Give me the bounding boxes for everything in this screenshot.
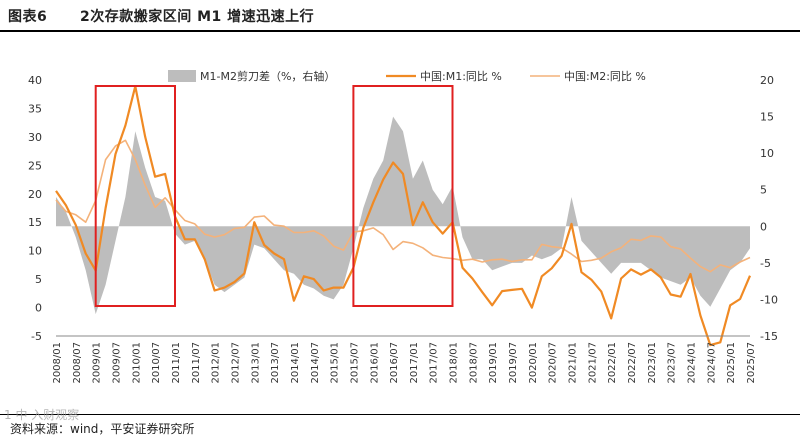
m1-line	[55, 85, 752, 347]
x-tick-label: 2019/01	[488, 342, 499, 384]
x-tick-label: 2013/07	[270, 342, 281, 384]
watermark: 1 中 入财观察	[4, 408, 80, 422]
source-note: 资料来源：wind，平安证券研究所	[10, 422, 195, 436]
right-tick-label: 0	[760, 220, 767, 233]
x-tick-label: 2021/01	[568, 342, 579, 384]
right-tick-label: 15	[760, 111, 774, 124]
legend-label-m2: 中国:M2:同比 %	[564, 70, 646, 83]
chart-title: 2次存款搬家区间 M1 增速迅速上行	[80, 9, 315, 25]
left-tick-label: -5	[31, 330, 42, 343]
x-tick-label: 2025/01	[726, 342, 737, 384]
x-tick-label: 2016/01	[369, 342, 380, 384]
right-tick-label: 5	[760, 184, 767, 197]
x-tick-label: 2022/07	[627, 342, 638, 384]
x-tick-label: 2012/01	[211, 342, 222, 384]
x-tick-label: 2009/07	[112, 342, 123, 384]
left-tick-label: 30	[28, 131, 42, 144]
left-tick-label: 15	[28, 216, 42, 229]
left-tick-label: 0	[35, 302, 42, 315]
x-tick-label: 2024/01	[687, 342, 698, 384]
title-bar: 图表6 2次存款搬家区间 M1 增速迅速上行	[0, 0, 800, 32]
left-tick-label: 40	[28, 74, 42, 87]
right-tick-label: 10	[760, 147, 774, 160]
figure-label: 图表6	[8, 9, 48, 25]
figure-title: 图表6 2次存款搬家区间 M1 增速迅速上行	[8, 6, 314, 26]
legend-swatch-spread	[168, 70, 196, 82]
x-tick-label: 2018/01	[449, 342, 460, 384]
x-tick-label: 2009/01	[92, 342, 103, 384]
x-tick-label: 2025/07	[746, 342, 757, 384]
x-tick-label: 2018/07	[468, 342, 479, 384]
x-tick-label: 2010/01	[131, 342, 142, 384]
spread-area	[56, 116, 750, 315]
x-tick-label: 2016/07	[389, 342, 400, 384]
x-tick-label: 2015/07	[349, 342, 360, 384]
left-tick-label: 35	[28, 102, 42, 115]
right-tick-label: -15	[760, 330, 778, 343]
x-tick-label: 2014/07	[310, 342, 321, 384]
x-tick-label: 2014/01	[290, 342, 301, 384]
x-tick-label: 2020/07	[548, 342, 559, 384]
x-tick-label: 2010/07	[151, 342, 162, 384]
footer-divider	[0, 414, 800, 415]
x-tick-label: 2017/07	[429, 342, 440, 384]
x-tick-label: 2008/07	[72, 342, 83, 384]
x-tick-label: 2024/07	[706, 342, 717, 384]
left-tick-label: 20	[28, 188, 42, 201]
x-tick-label: 2023/07	[667, 342, 678, 384]
x-tick-label: 2015/01	[330, 342, 341, 384]
left-tick-label: 25	[28, 159, 42, 172]
x-tick-label: 2021/07	[587, 342, 598, 384]
x-tick-label: 2011/01	[171, 342, 182, 384]
left-tick-label: 10	[28, 245, 42, 258]
right-tick-label: -10	[760, 293, 778, 306]
legend-label-spread: M1-M2剪刀差（%，右轴）	[200, 69, 335, 83]
highlight-box-2	[352, 85, 454, 307]
x-tick-label: 2019/07	[508, 342, 519, 384]
x-tick-label: 2022/01	[607, 342, 618, 384]
left-tick-label: 5	[35, 273, 42, 286]
legend-label-m1: 中国:M1:同比 %	[420, 70, 502, 83]
x-tick-label: 2023/01	[647, 342, 658, 384]
x-tick-label: 2012/07	[231, 342, 242, 384]
x-tick-label: 2008/01	[52, 342, 63, 384]
highlight-box-1	[94, 85, 176, 307]
right-tick-label: 20	[760, 74, 774, 87]
x-tick-label: 2013/01	[250, 342, 261, 384]
x-tick-label: 2017/01	[409, 342, 420, 384]
x-tick-label: 2011/07	[191, 342, 202, 384]
right-tick-label: -5	[760, 257, 771, 270]
x-tick-label: 2020/01	[528, 342, 539, 384]
